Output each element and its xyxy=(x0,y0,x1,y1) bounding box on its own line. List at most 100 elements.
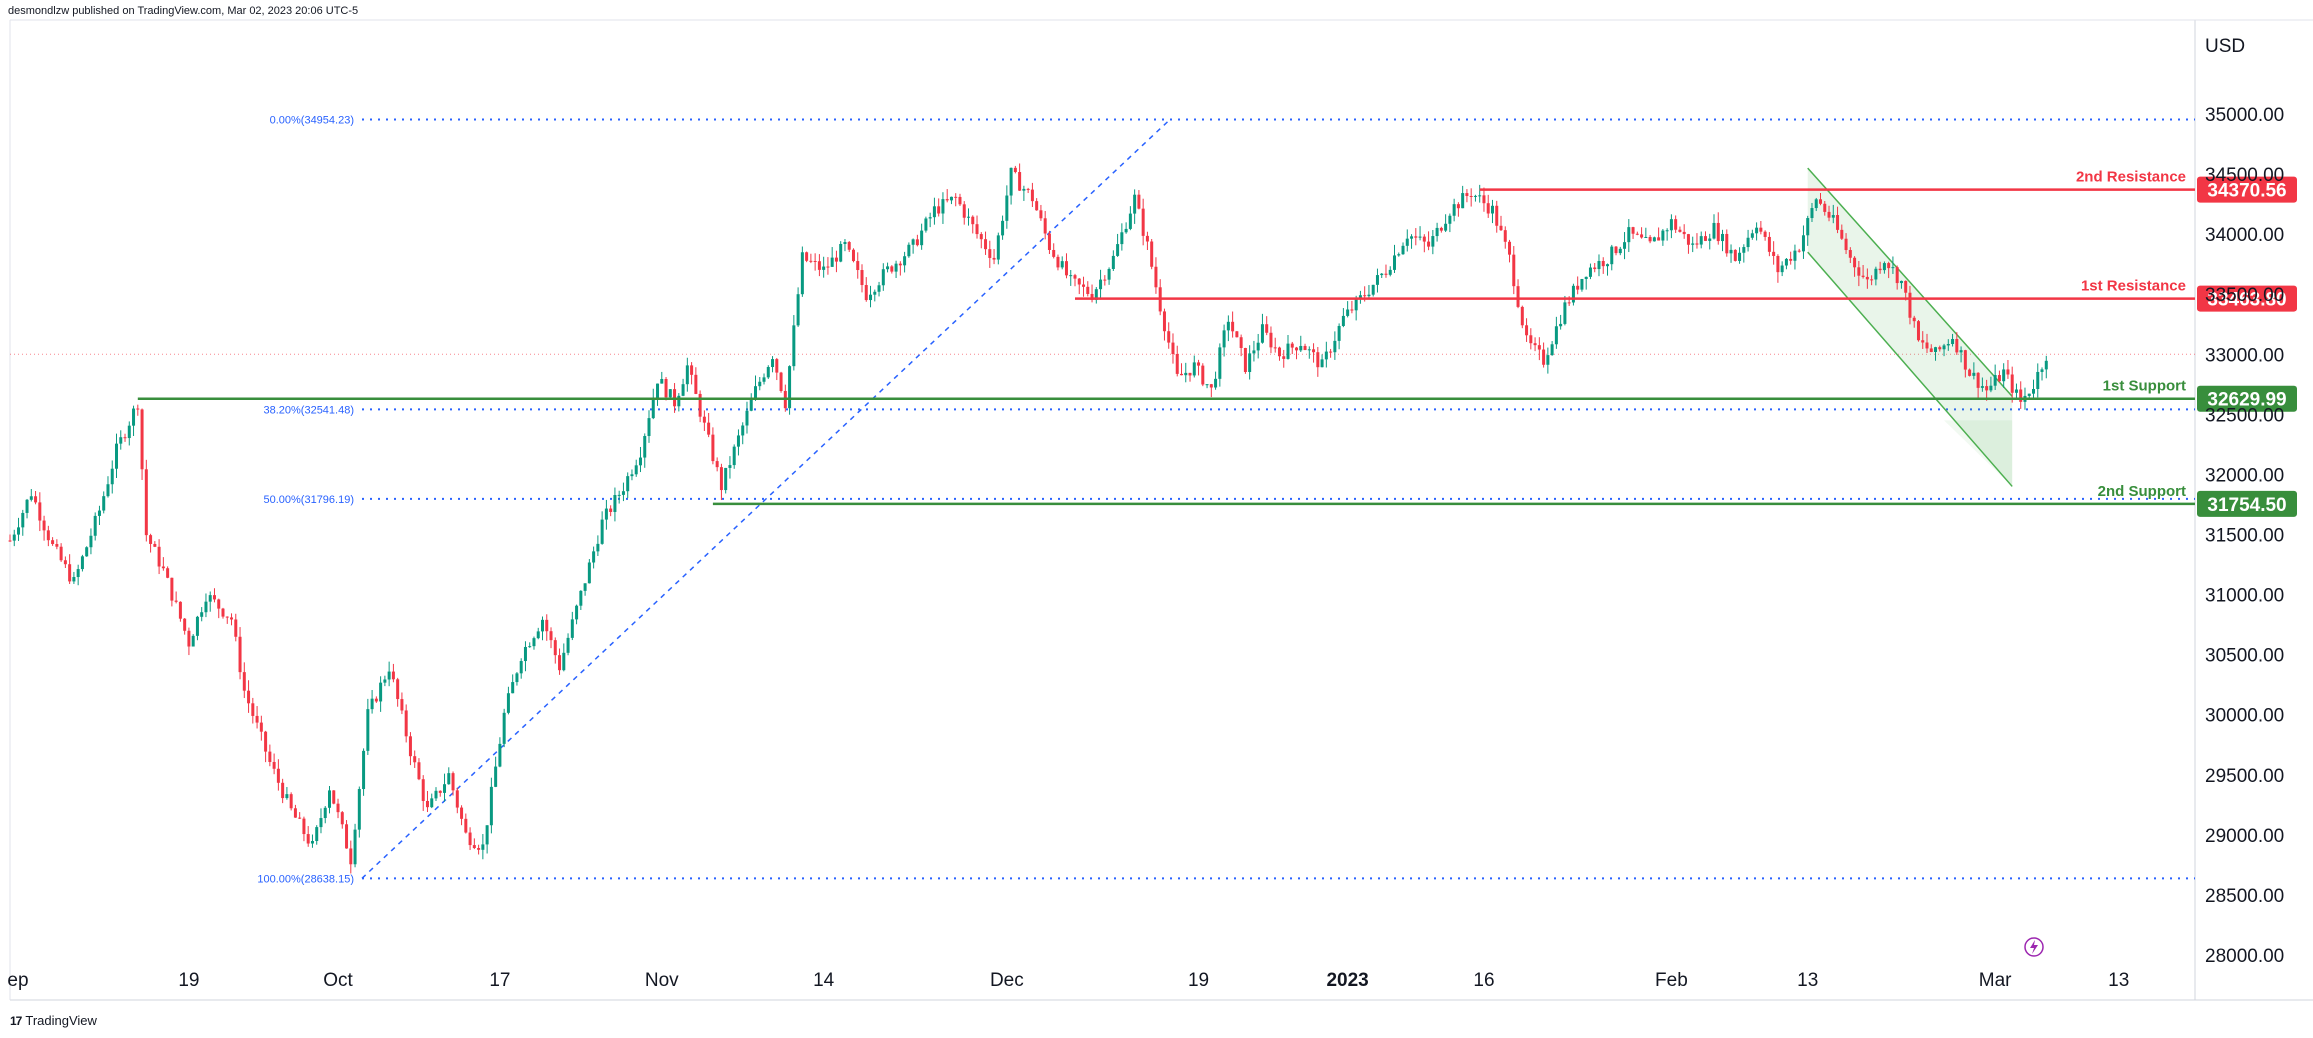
candle-up xyxy=(1554,326,1558,345)
candle-up xyxy=(1380,273,1384,276)
candle-down xyxy=(349,848,353,865)
candle-up xyxy=(967,216,970,218)
candle-down xyxy=(268,751,272,762)
candle-down xyxy=(272,761,276,769)
candle-down xyxy=(161,566,165,569)
candle-up xyxy=(592,551,596,563)
candle-up xyxy=(754,386,757,400)
chart-frame xyxy=(9,19,2313,1001)
candle-up xyxy=(1571,285,1575,303)
fib-trend-line[interactable] xyxy=(361,118,1171,879)
candle-down xyxy=(984,239,988,250)
candle-up xyxy=(1260,324,1264,343)
candle-up xyxy=(1665,230,1669,232)
candle-down xyxy=(451,773,455,791)
candle-down xyxy=(1848,250,1852,258)
candle-down xyxy=(1776,255,1780,273)
x-tick-label: 13 xyxy=(2108,970,2129,991)
candle-down xyxy=(1171,342,1175,355)
candle-up xyxy=(745,410,749,426)
candle-up xyxy=(1448,215,1452,224)
2nd-support-price-badge[interactable] xyxy=(2197,490,2297,517)
candle-up xyxy=(1214,378,1218,388)
candle-down xyxy=(225,616,229,618)
candle-down xyxy=(1384,273,1388,275)
candle-down xyxy=(1904,280,1908,293)
candle-up xyxy=(1431,236,1435,247)
candle-up xyxy=(97,510,101,516)
candle-down xyxy=(417,762,421,780)
candle-up xyxy=(575,605,579,620)
candle-down xyxy=(153,543,157,547)
candle-up xyxy=(1124,228,1128,233)
candle-up xyxy=(1959,350,1963,353)
candle-up xyxy=(1946,344,1950,346)
2nd-resistance-price-badge[interactable] xyxy=(2197,176,2297,203)
fibonacci-retracement[interactable]: 0.00%(34954.23) 38.20%(32541.48) 50.00%(31… xyxy=(257,114,2195,885)
1st-resistance-price-badge[interactable] xyxy=(2197,285,2297,312)
x-tick-label: 2023 xyxy=(1326,970,1368,991)
candle-up xyxy=(1546,355,1550,365)
candle-down xyxy=(1678,229,1682,232)
candle-up xyxy=(822,266,826,270)
candle-down xyxy=(851,249,855,262)
candle-down xyxy=(2019,389,2023,402)
candle-up xyxy=(1784,258,1788,266)
candle-up xyxy=(1478,195,1482,197)
candle-up xyxy=(1299,345,1303,351)
support-resistance-levels[interactable]: 2nd Resistance 34370.56 1st Resistance 3346… xyxy=(137,169,2297,517)
candle-down xyxy=(149,535,153,544)
candle-up xyxy=(515,673,519,683)
candle-down xyxy=(1716,222,1720,242)
candle-down xyxy=(1167,331,1171,343)
candle-up xyxy=(1606,264,1609,267)
candle-down xyxy=(396,679,400,700)
candle-up xyxy=(310,840,314,844)
candle-down xyxy=(51,540,55,545)
candle-up xyxy=(681,384,685,396)
y-tick-label: 34000.00 xyxy=(2205,225,2284,246)
candle-down xyxy=(992,257,996,260)
candle-down xyxy=(464,818,468,833)
fib-level-label: 100.00%(28638.15) xyxy=(257,873,354,885)
descending-channel[interactable] xyxy=(1807,167,2013,487)
x-tick-label: Nov xyxy=(645,970,679,991)
candle-down xyxy=(915,239,919,246)
tradingview-footer: 17 TradingView xyxy=(10,1013,97,1028)
candle-down xyxy=(1018,172,1022,191)
candle-up xyxy=(528,646,532,648)
channel-upper-line[interactable] xyxy=(1807,167,2013,397)
candle-down xyxy=(1103,279,1107,281)
channel-lower-line[interactable] xyxy=(1807,251,2013,487)
candle-down xyxy=(1985,386,1989,391)
lightning-icon[interactable] xyxy=(2024,937,2044,957)
candle-up xyxy=(319,818,323,828)
y-tick-label: 33500.00 xyxy=(2205,285,2284,306)
candle-down xyxy=(247,690,251,704)
candle-down xyxy=(719,467,723,491)
candle-up xyxy=(911,239,915,245)
candle-up xyxy=(1005,195,1009,221)
candle-up xyxy=(1721,233,1725,242)
candle-down xyxy=(1955,339,1959,353)
candle-down xyxy=(1303,345,1307,351)
candle-down xyxy=(898,263,902,266)
candle-down xyxy=(425,800,429,808)
candle-down xyxy=(1640,234,1644,238)
channel-fill xyxy=(1807,168,2013,487)
candle-down xyxy=(1056,256,1060,268)
candle-down xyxy=(302,818,306,835)
candle-down xyxy=(707,422,711,435)
candle-down xyxy=(234,619,238,637)
fib-level-label: 0.00%(34954.23) xyxy=(270,114,354,126)
candle-down xyxy=(1064,261,1068,276)
candle-up xyxy=(25,499,29,513)
candle-up xyxy=(1218,347,1222,379)
candle-up xyxy=(1742,247,1746,253)
1st-support-price-badge[interactable] xyxy=(2197,385,2297,412)
candle-down xyxy=(1725,233,1729,254)
candle-up xyxy=(843,242,847,244)
candle-down xyxy=(391,671,395,680)
candle-up xyxy=(1320,359,1324,368)
